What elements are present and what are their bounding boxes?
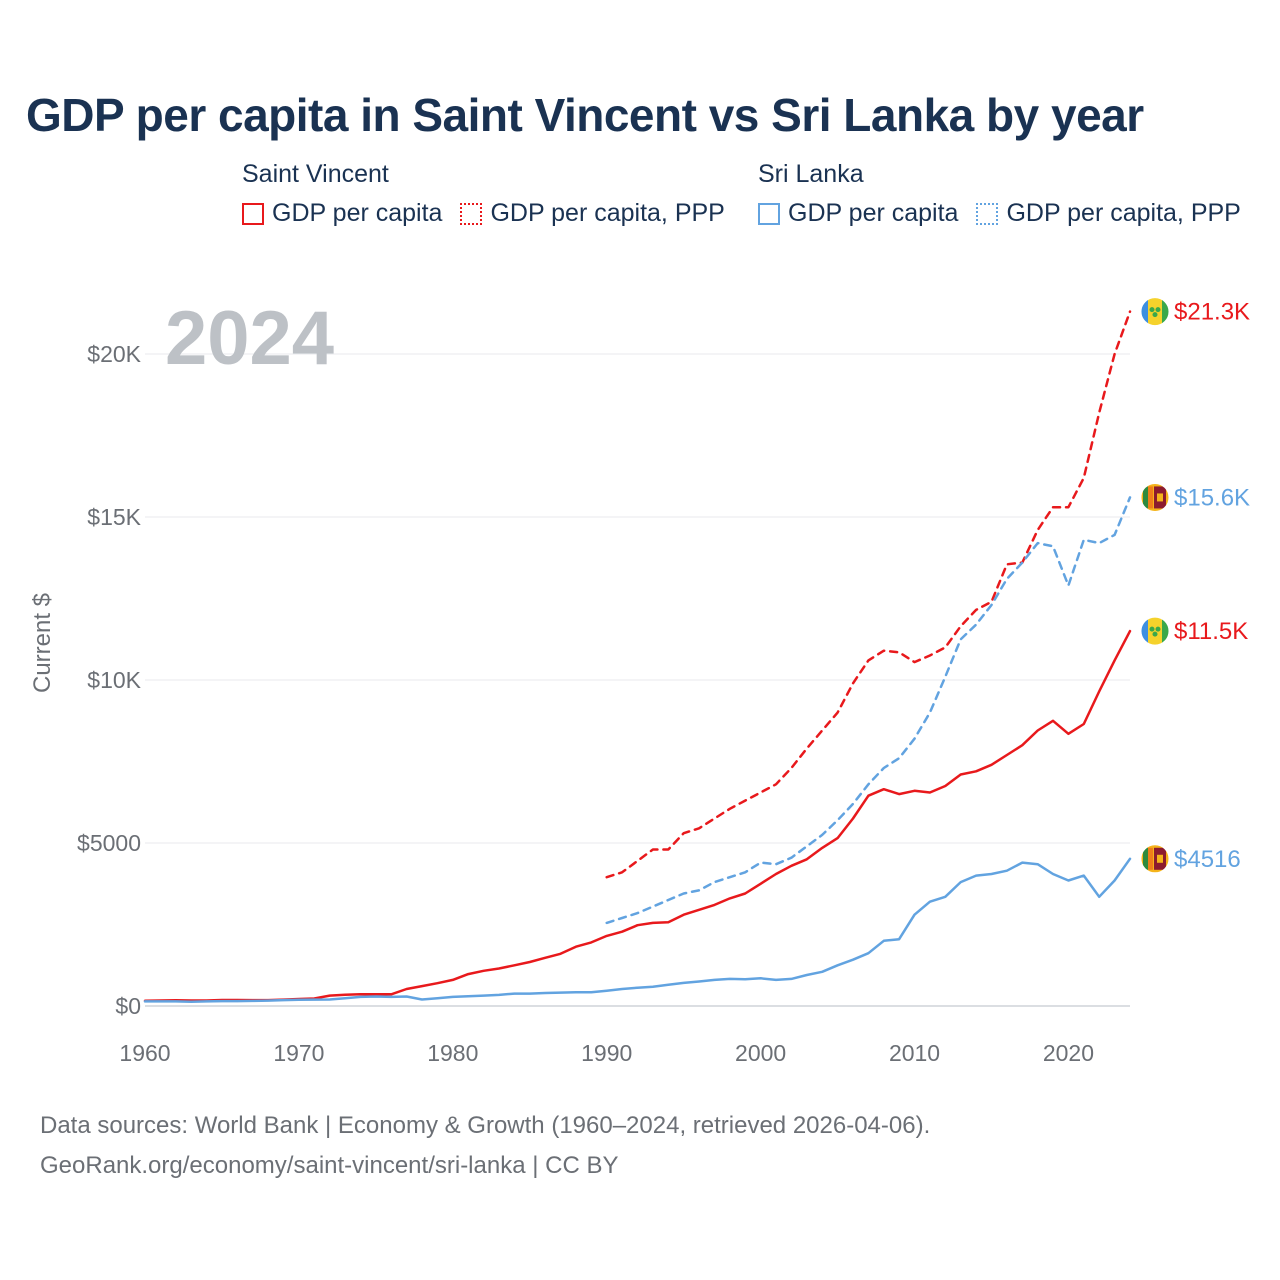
series-lines (143, 310, 1132, 1004)
legend-item-sri-lanka-gdp[interactable]: GDP per capita (758, 199, 958, 228)
series-line-sri-lanka-gdp-per-capita (143, 857, 1132, 1004)
grid-lines (145, 353, 1130, 1007)
legend-item-label: GDP per capita, PPP (1006, 199, 1241, 227)
y-axis-ticks: $0 $5000 $10K $15K $20K (77, 341, 142, 1019)
saint-vincent-flag-icon (1140, 297, 1170, 327)
x-tick-label: 2020 (1043, 1040, 1094, 1066)
x-tick-label: 1990 (581, 1040, 632, 1066)
y-tick-label: $0 (115, 993, 141, 1019)
y-tick-label: $15K (87, 504, 141, 530)
series-line-sri-lanka-gdp-per-capita-ppp (605, 496, 1132, 925)
x-tick-label: 1970 (273, 1040, 324, 1066)
sri-lanka-flag-icon (1140, 844, 1170, 874)
y-tick-label: $10K (87, 667, 141, 693)
saint-vincent-flag-icon (1140, 616, 1170, 646)
legend-item-label: GDP per capita (788, 199, 959, 227)
x-axis-ticks: 1960 1970 1980 1990 2000 2010 2020 (119, 1040, 1094, 1066)
footer: Data sources: World Bank | Economy & Gro… (40, 1106, 930, 1186)
current-year-label: 2024 (165, 296, 335, 381)
series-line-saint-vincent-gdp-per-capita (143, 629, 1132, 1003)
footer-attribution[interactable]: GeoRank.org/economy/saint-vincent/sri-la… (40, 1152, 619, 1179)
end-value-label: $21.3K (1174, 299, 1250, 326)
x-tick-label: 1980 (427, 1040, 478, 1066)
legend-swatch-dotted-red (460, 202, 483, 225)
legend-swatch-solid-blue (758, 202, 780, 225)
legend-swatch-dotted-blue (976, 202, 999, 225)
end-value-label: $4516 (1174, 846, 1241, 873)
x-tick-label: 2010 (889, 1040, 940, 1066)
legend-item-saint-vincent-ppp[interactable]: GDP per capita, PPP (460, 199, 725, 228)
end-value-label: $15.6K (1174, 484, 1250, 511)
series-line-saint-vincent-gdp-per-capita-ppp (605, 310, 1132, 879)
x-tick-label: 2000 (735, 1040, 786, 1066)
y-tick-label: $5000 (77, 830, 141, 856)
legend-group-saint-vincent: Saint Vincent GDP per capita GDP per cap… (242, 160, 743, 228)
legend-group-name: Saint Vincent (242, 160, 389, 188)
legend-item-sri-lanka-ppp[interactable]: GDP per capita, PPP (976, 199, 1241, 228)
end-value-label: $11.5K (1174, 618, 1248, 645)
footer-sources: Data sources: World Bank | Economy & Gro… (40, 1112, 931, 1139)
x-tick-label: 1960 (119, 1040, 170, 1066)
end-labels: $21.3K $15.6K $11.5K $4516 (1140, 297, 1250, 874)
y-tick-label: $20K (87, 341, 141, 367)
legend-item-saint-vincent-gdp[interactable]: GDP per capita (242, 199, 442, 228)
legend-group-name: Sri Lanka (758, 160, 864, 188)
legend-swatch-solid-red (242, 202, 264, 225)
legend-item-label: GDP per capita (272, 199, 443, 227)
chart-title: GDP per capita in Saint Vincent vs Sri L… (26, 89, 1144, 141)
sri-lanka-flag-icon (1140, 482, 1170, 512)
legend-item-label: GDP per capita, PPP (490, 199, 725, 227)
y-axis-label: Current $ (29, 593, 56, 693)
legend-group-sri-lanka: Sri Lanka GDP per capita GDP per capita,… (758, 160, 1259, 228)
